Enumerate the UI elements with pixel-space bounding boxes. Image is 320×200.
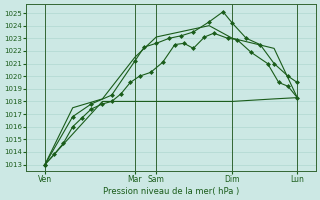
X-axis label: Pression niveau de la mer( hPa ): Pression niveau de la mer( hPa ) <box>103 187 239 196</box>
